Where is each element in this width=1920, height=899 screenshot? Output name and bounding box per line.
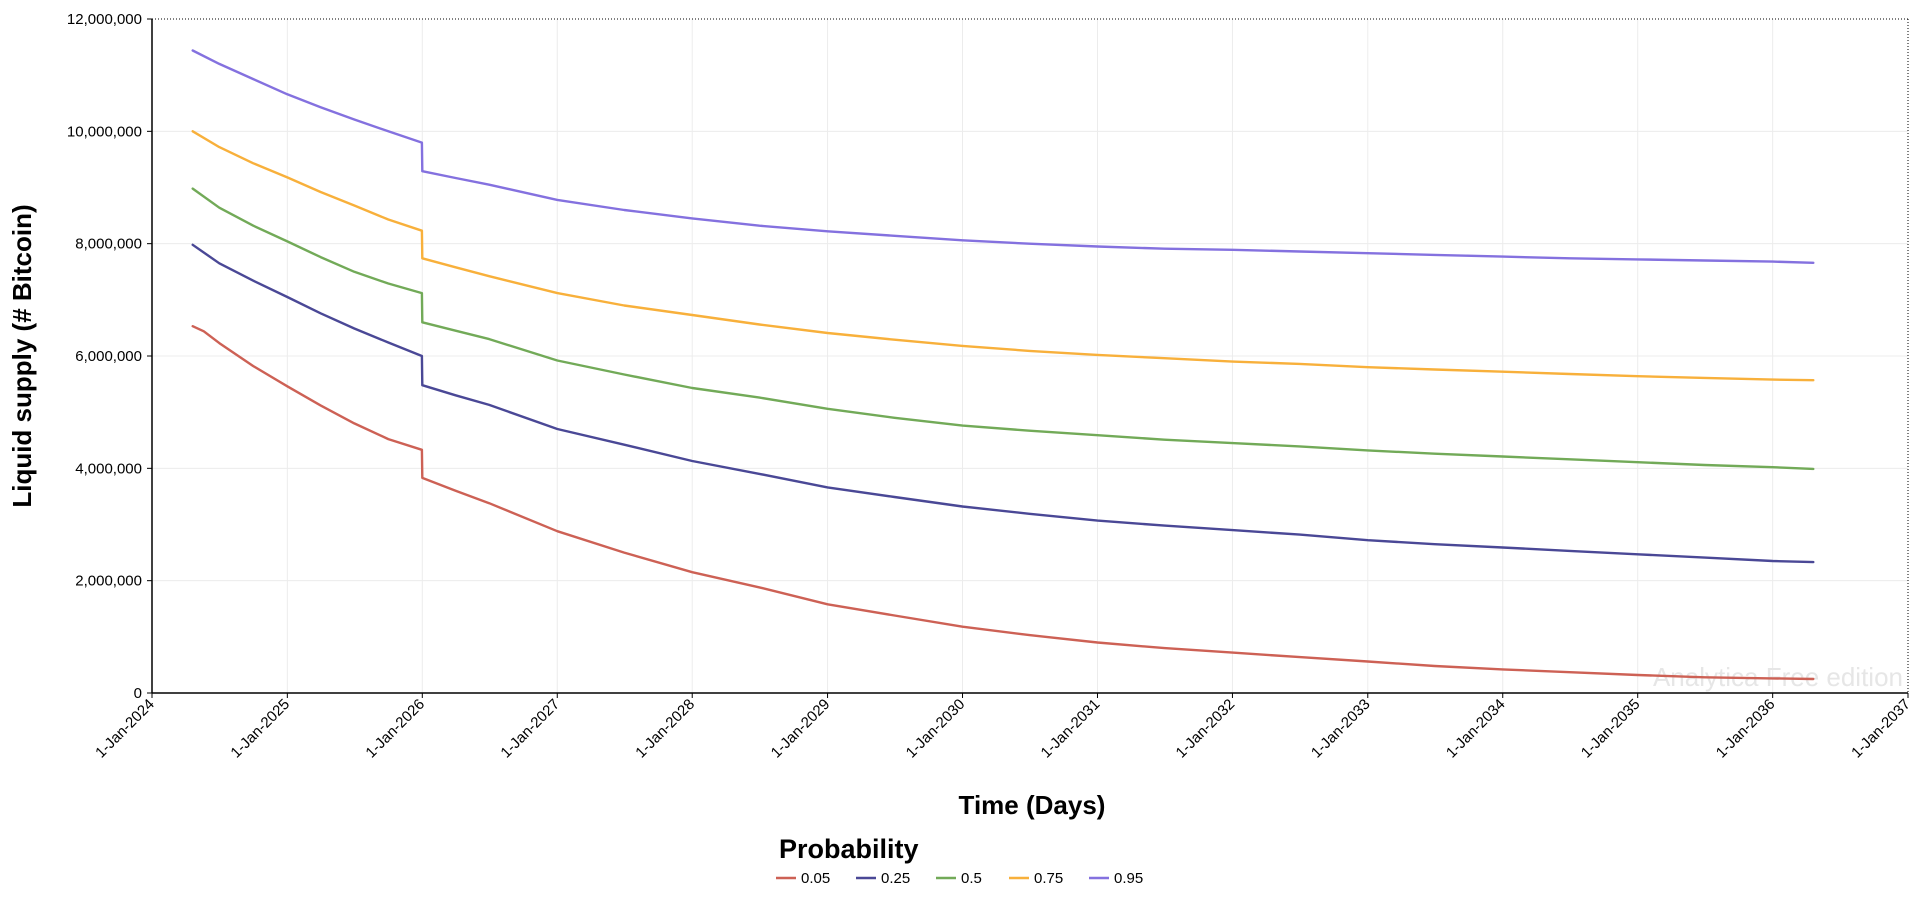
legend-label-0.95: 0.95 [1114,870,1143,887]
x-tick-label: 1-Jan-2031 [1038,696,1104,762]
legend-label-0.05: 0.05 [801,870,830,887]
y-axis-ticks: 0 2,000,000 4,000,000 6,000,000 8,000,000 10,… [67,11,152,702]
y-tick-label: 2,000,000 [75,573,142,590]
x-tick-label: 1-Jan-2032 [1173,696,1239,762]
x-tick-label: 1-Jan-2034 [1443,696,1509,762]
y-tick-label: 10,000,000 [67,123,142,140]
y-axis-title: Liquid supply (# Bitcoin) [7,204,37,507]
x-tick-label: 1-Jan-2027 [497,696,563,762]
legend-title: Probability [779,834,919,864]
x-tick-label: 1-Jan-2033 [1308,696,1374,762]
x-axis-title: Time (Days) [959,790,1106,820]
y-tick-label: 0 [134,685,142,702]
legend-label-0.25: 0.25 [881,870,910,887]
x-tick-label: 1-Jan-2028 [632,696,698,762]
series-line-0.5 [191,187,1815,471]
x-tick-label: 1-Jan-2035 [1578,696,1644,762]
x-tick-label: 1-Jan-2026 [362,696,428,762]
x-tick-label: 1-Jan-2037 [1848,696,1914,762]
series-line-0.75 [191,130,1815,382]
x-tick-label: 1-Jan-2030 [903,696,969,762]
x-tick-label: 1-Jan-2025 [227,696,293,762]
y-tick-label: 12,000,000 [67,11,142,28]
legend: 0.05 0.25 0.5 0.75 0.95 [776,870,1143,887]
grid-layer [152,19,1908,693]
x-tick-label: 1-Jan-2024 [92,696,158,762]
series-line-0.95 [191,49,1815,264]
y-tick-label: 4,000,000 [75,460,142,477]
series-layer [191,49,1815,681]
series-line-0.05 [191,325,1815,681]
series-line-0.25 [191,243,1815,564]
legend-label-0.5: 0.5 [961,870,982,887]
x-axis-ticks: 1-Jan-2024 1-Jan-2025 1-Jan-2026 1-Jan-2027… [92,693,1914,761]
x-tick-label: 1-Jan-2036 [1713,696,1779,762]
y-tick-label: 8,000,000 [75,236,142,253]
y-tick-label: 6,000,000 [75,348,142,365]
x-tick-label: 1-Jan-2029 [768,696,834,762]
legend-label-0.75: 0.75 [1034,870,1063,887]
